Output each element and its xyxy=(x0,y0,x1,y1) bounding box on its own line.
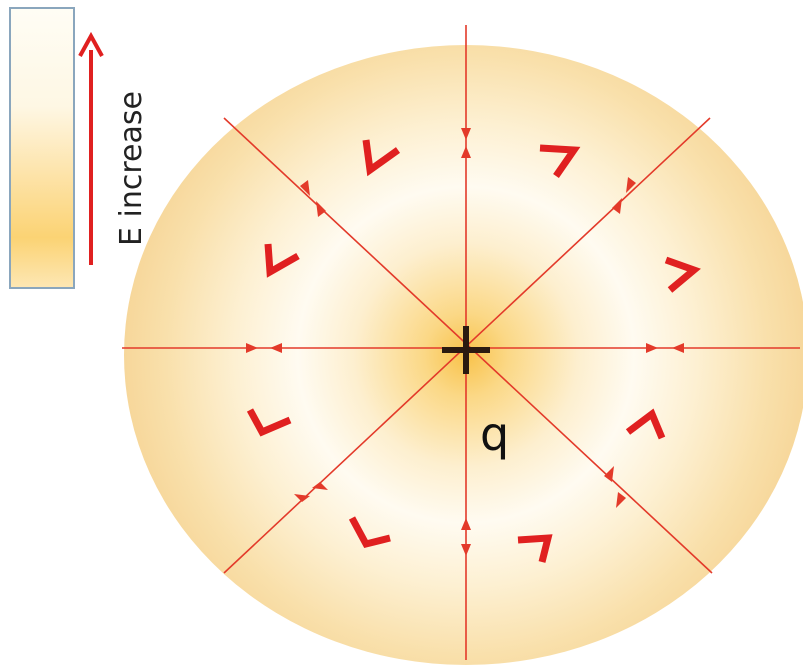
legend-label: E increase xyxy=(114,91,149,246)
arrowhead xyxy=(294,494,310,502)
arrowhead xyxy=(300,180,310,196)
chevron-icon xyxy=(664,256,701,293)
chevron-icon xyxy=(539,144,581,178)
legend-color-bar xyxy=(9,7,75,289)
arrowhead xyxy=(646,343,658,353)
chevron-icon xyxy=(517,534,553,563)
legend-arrow-up-icon xyxy=(78,31,104,265)
field-increase-chevrons xyxy=(246,139,701,563)
arrowhead xyxy=(461,128,471,140)
arrowhead xyxy=(461,544,471,556)
chevron-icon xyxy=(625,408,666,440)
chevron-icon xyxy=(348,516,391,549)
arrowhead xyxy=(316,201,326,217)
arrowhead xyxy=(461,146,471,158)
chevron-icon xyxy=(264,243,300,278)
arrowhead xyxy=(604,466,614,482)
arrowhead xyxy=(626,177,636,193)
chevron-icon xyxy=(362,139,401,177)
arrowhead xyxy=(616,492,626,508)
arrowhead xyxy=(672,343,684,353)
arrowhead xyxy=(612,198,622,214)
chevron-icon xyxy=(246,408,292,437)
arrowhead xyxy=(270,343,282,353)
field-line-arrowheads xyxy=(246,128,684,556)
arrowhead xyxy=(461,518,471,530)
arrowhead xyxy=(246,343,258,353)
arrowhead xyxy=(312,482,328,490)
charge-label: q xyxy=(480,407,509,461)
charge-plus-icon xyxy=(442,326,490,374)
